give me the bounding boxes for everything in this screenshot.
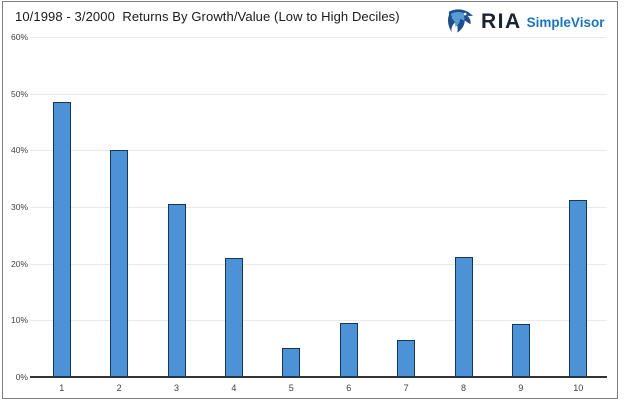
x-axis-category-label: 6	[346, 383, 352, 393]
y-axis-tick-label: 50%	[10, 89, 28, 99]
x-axis-category-label: 7	[403, 383, 409, 393]
x-axis-category-label: 1	[59, 383, 65, 393]
gridline-30	[30, 207, 607, 208]
gridline-10	[30, 320, 607, 321]
x-axis-category-label: 9	[518, 383, 524, 393]
gridline-20	[30, 264, 607, 265]
y-axis-tick-label: 40%	[10, 145, 28, 155]
eagle-logo-icon	[446, 8, 476, 34]
x-axis-category-label: 8	[460, 383, 466, 393]
bar-decile-1	[52, 102, 71, 377]
x-axis-category-label: 5	[288, 383, 294, 393]
brand-product-text: SimpleVisor	[526, 14, 605, 30]
x-axis-category-label: 10	[573, 383, 584, 393]
bar-decile-5	[282, 347, 301, 377]
y-axis-tick-label: 20%	[10, 259, 28, 269]
bar-decile-6	[339, 323, 358, 377]
x-axis-category-label: 3	[173, 383, 179, 393]
y-axis-tick-label: 60%	[10, 32, 28, 42]
x-axis-category-label: 4	[231, 383, 237, 393]
y-axis-tick-label: 0%	[15, 372, 28, 382]
bar-decile-10	[569, 200, 588, 377]
y-axis-tick-label: 30%	[10, 202, 28, 212]
x-axis-line	[30, 376, 607, 378]
brand-logo[interactable]: RIA SimpleVisor	[446, 7, 604, 35]
bar-decile-2	[110, 150, 129, 377]
gridline-50	[30, 94, 607, 95]
bar-decile-7	[397, 340, 416, 377]
x-axis-category-label: 2	[116, 383, 122, 393]
bar-decile-4	[224, 258, 243, 377]
bar-decile-9	[511, 324, 530, 377]
bar-decile-3	[167, 203, 186, 377]
brand-name-text: RIA	[481, 9, 522, 33]
gridline-60	[30, 37, 607, 38]
gridline-40	[30, 150, 607, 151]
chart-title: 10/1998 - 3/2000 Returns By Growth/Value…	[15, 9, 400, 24]
bar-decile-8	[454, 257, 473, 377]
y-axis-tick-label: 10%	[10, 315, 28, 325]
